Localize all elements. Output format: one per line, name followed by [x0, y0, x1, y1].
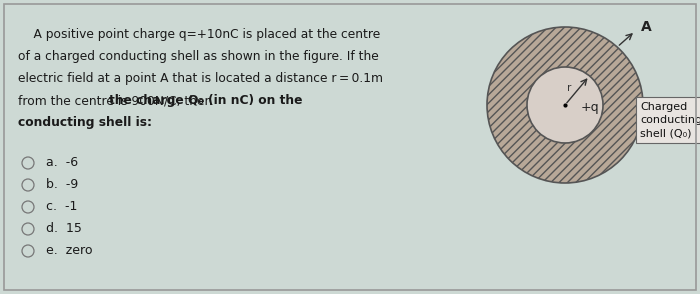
Text: e.  zero: e. zero: [46, 245, 92, 258]
Text: c.  -1: c. -1: [46, 201, 78, 213]
Text: Charged
conducting
shell (Q₀): Charged conducting shell (Q₀): [640, 102, 700, 138]
Text: A positive point charge q=+10nC is placed at the centre: A positive point charge q=+10nC is place…: [18, 28, 380, 41]
Text: A: A: [641, 20, 652, 34]
Text: b.  -9: b. -9: [46, 178, 78, 191]
Text: the charge Q₀ (in nC) on the: the charge Q₀ (in nC) on the: [108, 94, 302, 107]
Text: conducting shell is:: conducting shell is:: [18, 116, 152, 129]
Circle shape: [527, 67, 603, 143]
Circle shape: [487, 27, 643, 183]
Text: d.  15: d. 15: [46, 223, 82, 235]
Text: from the centre is 900N/C, then: from the centre is 900N/C, then: [18, 94, 216, 107]
Text: +q: +q: [581, 101, 600, 113]
Text: r: r: [567, 83, 571, 93]
Text: a.  -6: a. -6: [46, 156, 78, 170]
Text: of a charged conducting shell as shown in the figure. If the: of a charged conducting shell as shown i…: [18, 50, 379, 63]
Text: electric field at a point A that is located a distance r = 0.1m: electric field at a point A that is loca…: [18, 72, 383, 85]
